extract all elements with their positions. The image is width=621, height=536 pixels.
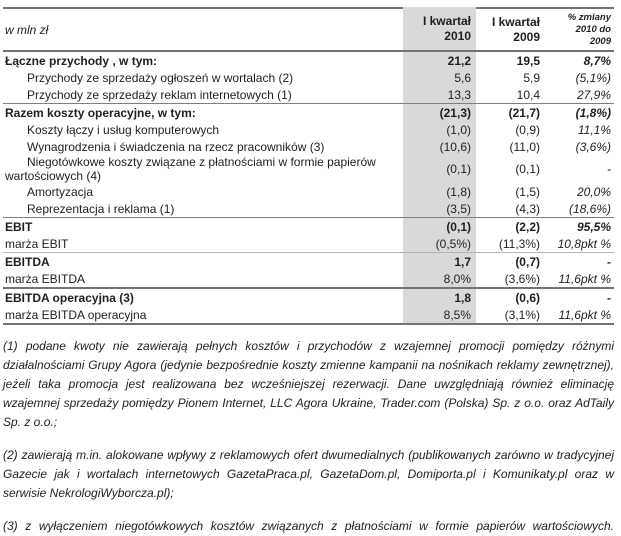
row-label: Reprezentacja i reklama (1) (27, 201, 175, 216)
table-row: Koszty łączy i usług komputerowych (1,0) (… (3, 121, 614, 138)
row-label: EBITDA operacyjna (3) (3, 287, 403, 306)
value-pct-change: - (547, 287, 614, 306)
value-pct-change: (1,8%) (547, 103, 614, 121)
value-2009: (4,3) (515, 201, 540, 216)
value-2010: 1,8 (403, 287, 476, 306)
value-2010: (0,1) (403, 155, 476, 183)
value-2009: (11,3%) (498, 236, 540, 251)
table-row: Amortyzacja (1,8) (1,5) 20,0% (3, 183, 614, 200)
value-pct-change: 11,6pkt % (558, 271, 611, 286)
table-row: Przychody ze sprzedaży reklam internetow… (3, 86, 614, 104)
value-2009: (2,2) (476, 217, 547, 235)
value-2009: (0,9) (515, 122, 540, 137)
table-row: Przychody ze sprzedaży ogłoszeń w wortal… (3, 69, 614, 86)
table-row: Wynagrodzenia i świadczenia na rzecz pra… (3, 138, 614, 155)
highlight-column-cap (403, 7, 476, 16)
value-2009: (1,5) (515, 184, 540, 199)
value-2009: (0,6) (476, 287, 547, 306)
value-pct-change: 8,7% (583, 53, 611, 68)
value-pct-change: 11,1% (577, 122, 611, 137)
unit-label: w mln zł (3, 7, 403, 52)
value-pct-change: 11,6pkt % (547, 306, 614, 325)
value-2010: (0,1) (403, 217, 476, 235)
value-2009: (0,7) (476, 252, 547, 270)
value-2010: (1,8) (403, 183, 476, 200)
row-label: EBIT (3, 217, 403, 235)
table-row: marża EBITDA 8,0% (3,6%) 11,6pkt % (3, 270, 614, 288)
table-row: Niegotówkowe koszty związane z płatności… (3, 155, 614, 183)
row-label: marża EBITDA operacyjna (3, 306, 403, 325)
value-2009: 5,9 (523, 70, 540, 85)
value-pct-change: - (607, 162, 611, 176)
value-pct-change: 95,5% (547, 217, 614, 235)
value-2010: 8,0% (403, 270, 476, 288)
table-row: Reprezentacja i reklama (1) (3,5) (4,3) (18… (3, 200, 614, 218)
value-2010: (21,3) (403, 103, 476, 121)
financial-results-table: w mln zł I kwartał 2010 I kwartał 2009 %… (3, 7, 614, 325)
value-pct-change: (3,6%) (575, 139, 611, 154)
value-2010: 13,3 (403, 86, 476, 104)
value-2009: (21,7) (476, 103, 547, 121)
column-header-q1-2009: I kwartał 2009 (476, 7, 547, 52)
footnote-2: (2) zawierają m.in. alokowane wpływy z r… (3, 448, 614, 500)
value-2009: (3,6%) (504, 271, 540, 286)
row-label: Koszty łączy i usług komputerowych (27, 122, 220, 137)
value-pct-change: 20,0% (576, 184, 611, 199)
value-pct-change: (5,1%) (575, 70, 611, 85)
value-2010: 5,6 (403, 69, 476, 86)
row-label: Przychody ze sprzedaży reklam internetow… (27, 87, 292, 102)
table-body: Łączne przychody , w tym: 21,2 19,5 8,7% Prz… (3, 51, 614, 325)
value-2009: (11,0) (509, 139, 540, 154)
value-2009: 19,5 (516, 53, 540, 68)
row-label: Amortyzacja (27, 184, 94, 199)
column-header-pct-change: % zmiany 2010 do 2009 (547, 7, 614, 52)
value-pct-change: 10,8pkt % (557, 236, 611, 251)
row-label: Niegotówkowe koszty związane z płatności… (5, 155, 376, 183)
row-label: Wynagrodzenia i świadczenia na rzecz pra… (27, 139, 325, 154)
footnote-1: (1) podane kwoty nie zawierają pełnych k… (3, 339, 614, 429)
row-label: marża EBIT (5, 236, 69, 251)
value-2010: 1,7 (403, 252, 476, 270)
value-2009: 10,4 (516, 87, 540, 102)
footnotes: (1) podane kwoty nie zawierają pełnych k… (3, 337, 614, 536)
value-2009: (0,1) (515, 162, 540, 176)
table-row: EBITDA 1,7 (0,7) - (3, 252, 614, 270)
value-2010: 8,5% (403, 306, 476, 325)
row-label: EBITDA (3, 252, 403, 270)
value-2010: (1,0) (403, 121, 476, 138)
row-label: Łączne przychody , w tym: (5, 53, 158, 68)
value-2010: (3,5) (403, 200, 476, 218)
value-2010: 21,2 (403, 51, 476, 69)
report-page: { "table": { "unit_label": "w mln zł", "… (0, 7, 621, 533)
value-pct-change: - (547, 252, 614, 270)
table-row: EBIT (0,1) (2,2) 95,5% (3, 217, 614, 235)
value-2010: (10,6) (403, 138, 476, 155)
row-label: Przychody ze sprzedaży ogłoszeń w wortal… (27, 70, 294, 85)
row-label: marża EBITDA (5, 271, 86, 286)
row-label: Razem koszty operacyjne, w tym: (3, 103, 403, 121)
header-row: w mln zł I kwartał 2010 I kwartał 2009 %… (3, 7, 614, 52)
table-header: w mln zł I kwartał 2010 I kwartał 2009 %… (3, 7, 614, 52)
table-row: EBITDA operacyjna (3) 1,8 (0,6) - (3, 287, 614, 306)
table-row: Razem koszty operacyjne, w tym: (21,3) (21… (3, 103, 614, 121)
value-2010: (0,5%) (403, 235, 476, 253)
value-2009: (3,1%) (476, 306, 547, 325)
table-row: marża EBIT (0,5%) (11,3%) 10,8pkt % (3, 235, 614, 253)
value-pct-change: (18,6%) (568, 201, 611, 216)
table-row: Łączne przychody , w tym: 21,2 19,5 8,7% (3, 51, 614, 69)
table-row: marża EBITDA operacyjna 8,5% (3,1%) 11,6pkt… (3, 306, 614, 325)
value-pct-change: 27,9% (576, 87, 611, 102)
footnote-3: (3) z wyłączeniem niegotówkowych kosztów… (3, 519, 614, 533)
